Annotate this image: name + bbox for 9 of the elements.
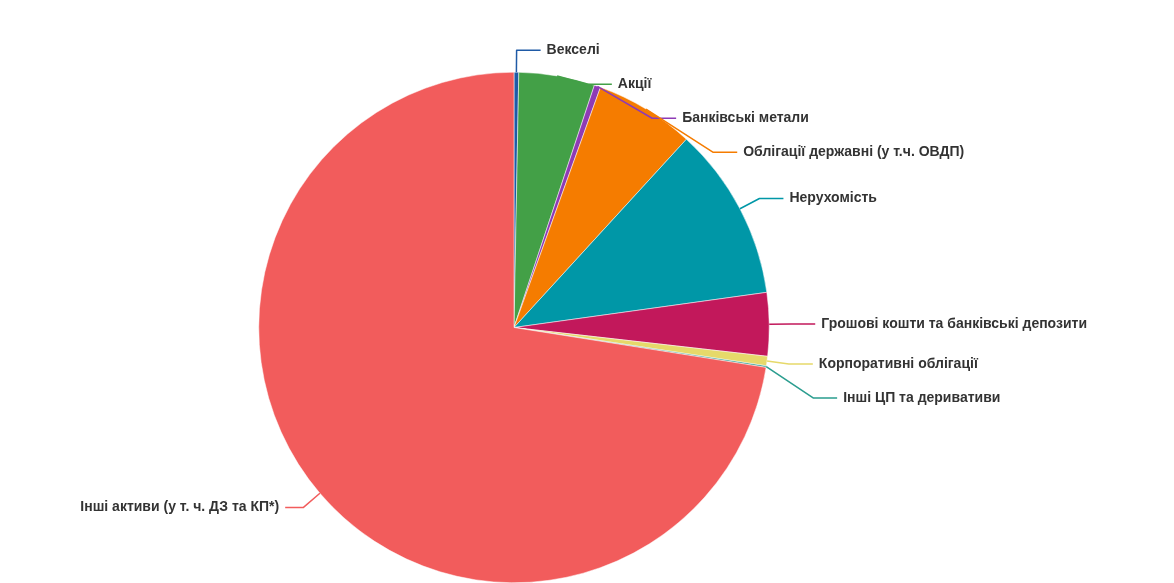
slice-label: Нерухомість — [789, 189, 878, 206]
slice-label: Банківські метали — [682, 109, 809, 126]
slice-label: Корпоративні облігації — [818, 354, 979, 371]
slice-label: Облігації державні (у т.ч. ОВДП) — [743, 143, 965, 160]
slice-label: Грошові кошти та банківські депозити — [821, 314, 1088, 331]
slice-label: Інші ЦП та деривативи — [843, 388, 1001, 405]
slice-label: Інші активи (у т. ч. ДЗ та КП*) — [80, 498, 280, 515]
slice-label: Акції — [617, 75, 653, 92]
slice-label: Векселі — [546, 41, 600, 58]
